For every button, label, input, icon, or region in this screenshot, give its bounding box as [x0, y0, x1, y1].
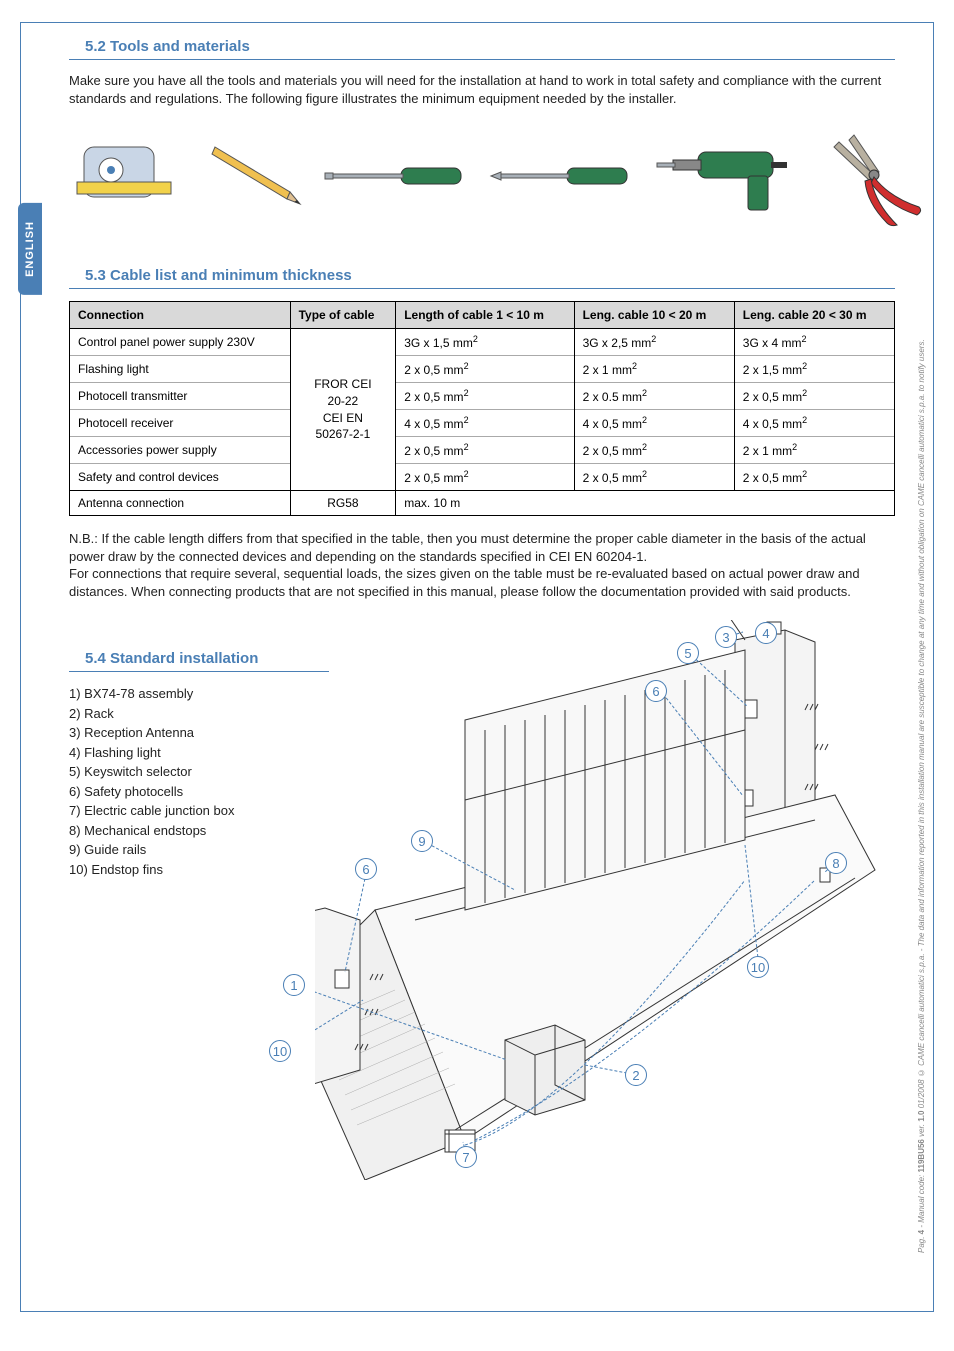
cell-value: 3G x 4 mm2	[734, 329, 894, 356]
cell-connection: Safety and control devices	[70, 464, 291, 491]
section-54-title: 5.4 Standard installation	[69, 650, 329, 672]
section-53-title: 5.3 Cable list and minimum thickness	[69, 267, 895, 289]
table-row: Accessories power supply 2 x 0,5 mm22 x 0…	[70, 437, 895, 464]
cell-connection: Control panel power supply 230V	[70, 329, 291, 356]
cell-value: 2 x 0,5 mm2	[734, 383, 894, 410]
footer-ver-label: ver.	[917, 1122, 926, 1139]
language-tab: ENGLISH	[18, 203, 42, 295]
section-52-text: Make sure you have all the tools and mat…	[69, 72, 895, 107]
cell-connection: Accessories power supply	[70, 437, 291, 464]
page-frame: ENGLISH 5.2 Tools and materials Make sur…	[20, 22, 934, 1312]
table-row: Control panel power supply 230VFROR CEI2…	[70, 329, 895, 356]
pencil-icon	[195, 117, 305, 237]
th-len3: Leng. cable 20 < 30 m	[734, 302, 894, 329]
th-type: Type of cable	[290, 302, 396, 329]
cell-type: RG58	[290, 491, 396, 516]
cell-value: 2 x 0,5 mm2	[396, 437, 574, 464]
cell-value: 3G x 2,5 mm2	[574, 329, 734, 356]
callout-10: 10	[269, 1040, 291, 1062]
drill-icon	[653, 117, 803, 237]
footer-ver: 1.0	[917, 1111, 926, 1122]
table-row: Photocell receiver4 x 0,5 mm24 x 0,5 mm2…	[70, 410, 895, 437]
footer-sidenote: Pag. 4 - Manual code: 119BU56 ver. 1.0 0…	[917, 203, 931, 1253]
footer-code: 119BU56	[917, 1139, 926, 1172]
table-row: Photocell transmitter 2 x 0,5 mm22 x 0.5 …	[70, 383, 895, 410]
cell-value: 4 x 0,5 mm2	[734, 410, 894, 437]
cell-connection: Flashing light	[70, 356, 291, 383]
cell-value: 2 x 1,5 mm2	[734, 356, 894, 383]
cell-value: 2 x 0,5 mm2	[574, 464, 734, 491]
cell-value: 2 x 0,5 mm2	[396, 383, 574, 410]
cell-value: 2 x 0.5 mm2	[574, 383, 734, 410]
cell-span: max. 10 m	[396, 491, 895, 516]
table-row: Safety and control devices2 x 0,5 mm22 x…	[70, 464, 895, 491]
page-number: Pag. 4	[917, 1230, 926, 1253]
cell-value: 2 x 1 mm2	[734, 437, 894, 464]
cable-table: Connection Type of cable Length of cable…	[69, 301, 895, 516]
page-content: 5.2 Tools and materials Make sure you ha…	[21, 38, 933, 879]
cell-value: 2 x 0,5 mm2	[734, 464, 894, 491]
table-row-antenna: Antenna connectionRG58max. 10 m	[70, 491, 895, 516]
th-connection: Connection	[70, 302, 291, 329]
footer-manual-label: - Manual code:	[917, 1172, 926, 1229]
cell-value: 2 x 0,5 mm2	[396, 356, 574, 383]
cell-value: 2 x 0,5 mm2	[396, 464, 574, 491]
table-row: Flashing light 2 x 0,5 mm22 x 1 mm22 x 1,…	[70, 356, 895, 383]
table-header-row: Connection Type of cable Length of cable…	[70, 302, 895, 329]
flat-screwdriver-icon	[321, 117, 471, 237]
callout-1: 1	[283, 974, 305, 996]
nb-text: N.B.: If the cable length differs from t…	[69, 530, 895, 600]
cell-type-merged: FROR CEI20-22CEI EN50267-2-1	[290, 329, 396, 491]
tools-row	[69, 117, 895, 237]
cell-connection: Antenna connection	[70, 491, 291, 516]
tape-measure-icon	[69, 117, 179, 237]
phillips-screwdriver-icon	[487, 117, 637, 237]
cell-value: 4 x 0,5 mm2	[574, 410, 734, 437]
installation-diagram: 34569681011027	[315, 620, 905, 1180]
th-len2: Leng. cable 10 < 20 m	[574, 302, 734, 329]
cell-value: 4 x 0,5 mm2	[396, 410, 574, 437]
cell-connection: Photocell transmitter	[70, 383, 291, 410]
cell-value: 2 x 1 mm2	[574, 356, 734, 383]
cell-connection: Photocell receiver	[70, 410, 291, 437]
section-52-title: 5.2 Tools and materials	[69, 38, 895, 60]
th-len1: Length of cable 1 < 10 m	[396, 302, 574, 329]
cell-value: 2 x 0,5 mm2	[574, 437, 734, 464]
cell-value: 3G x 1,5 mm2	[396, 329, 574, 356]
section-54: 5.4 Standard installation 1) BX74-78 ass…	[69, 650, 895, 879]
footer-rest: 01/2008 © CAME cancelli automatici s.p.a…	[917, 339, 926, 1110]
